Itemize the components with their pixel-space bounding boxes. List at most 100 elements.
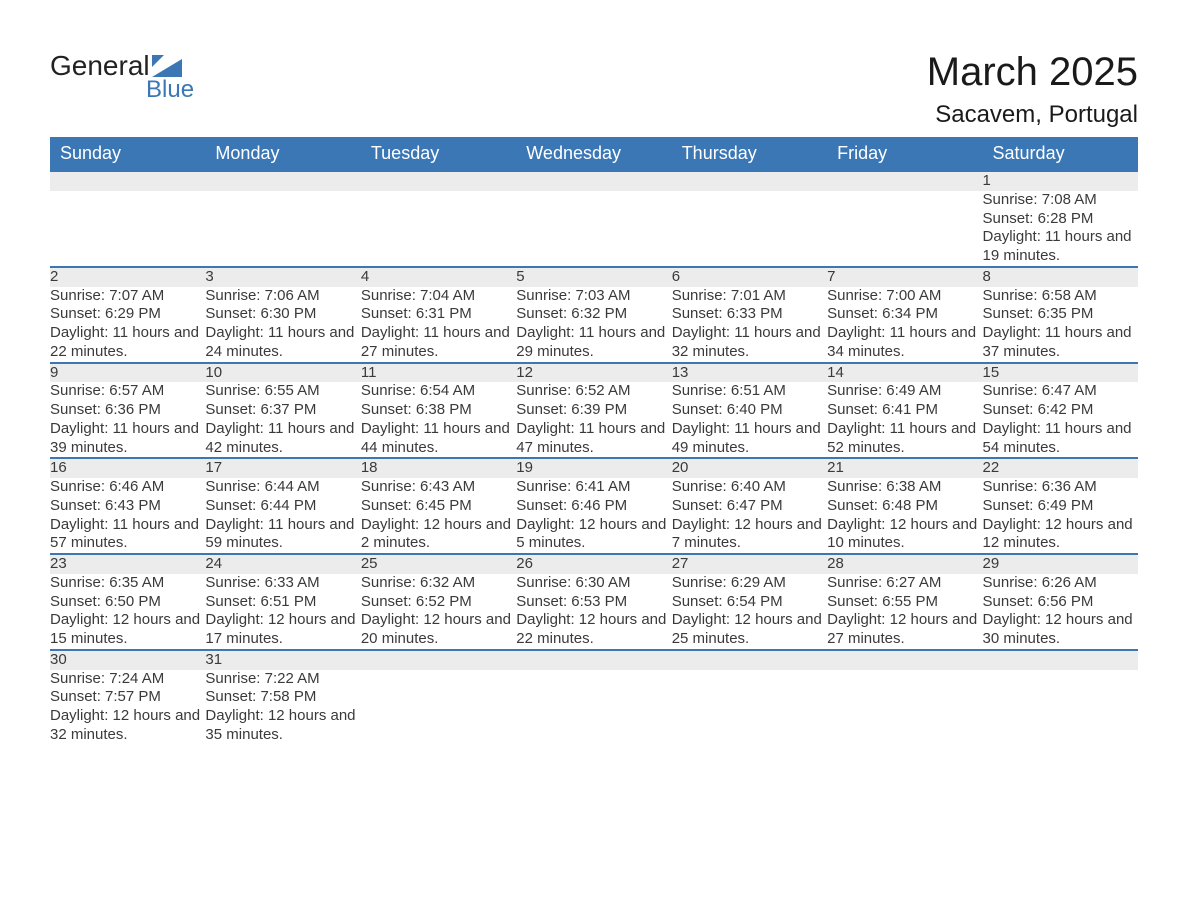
title-block: March 2025 Sacavem, Portugal: [927, 50, 1138, 129]
sunrise-text: Sunrise: 7:22 AM: [205, 670, 360, 689]
day-number-cell: [827, 171, 982, 191]
week-detail-row: Sunrise: 6:57 AMSunset: 6:36 PMDaylight:…: [50, 382, 1138, 458]
day-number-cell: 29: [983, 554, 1138, 574]
daylight-text: Daylight: 12 hours and 2 minutes.: [361, 516, 516, 554]
day-number-cell: 26: [516, 554, 671, 574]
sunset-text: Sunset: 6:55 PM: [827, 593, 982, 612]
week-detail-row: Sunrise: 6:46 AMSunset: 6:43 PMDaylight:…: [50, 478, 1138, 554]
daylight-text: Daylight: 12 hours and 17 minutes.: [205, 611, 360, 649]
daylight-text: Daylight: 12 hours and 20 minutes.: [361, 611, 516, 649]
day-number-cell: [672, 650, 827, 670]
weekday-header: Wednesday: [516, 137, 671, 171]
sunset-text: Sunset: 6:37 PM: [205, 401, 360, 420]
day-detail-cell: Sunrise: 6:43 AMSunset: 6:45 PMDaylight:…: [361, 478, 516, 554]
daylight-text: Daylight: 11 hours and 39 minutes.: [50, 420, 205, 458]
sunset-text: Sunset: 6:41 PM: [827, 401, 982, 420]
sunrise-text: Sunrise: 6:27 AM: [827, 574, 982, 593]
sunrise-text: Sunrise: 6:47 AM: [983, 382, 1138, 401]
sunset-text: Sunset: 6:42 PM: [983, 401, 1138, 420]
day-number-cell: 28: [827, 554, 982, 574]
sunrise-text: Sunrise: 7:08 AM: [983, 191, 1138, 210]
sunset-text: Sunset: 6:53 PM: [516, 593, 671, 612]
day-number-cell: 4: [361, 267, 516, 287]
daylight-text: Daylight: 12 hours and 32 minutes.: [50, 707, 205, 745]
week-daynum-row: 23242526272829: [50, 554, 1138, 574]
sunset-text: Sunset: 6:52 PM: [361, 593, 516, 612]
day-detail-cell: Sunrise: 7:03 AMSunset: 6:32 PMDaylight:…: [516, 287, 671, 363]
day-detail-cell: Sunrise: 6:54 AMSunset: 6:38 PMDaylight:…: [361, 382, 516, 458]
logo: General Blue: [50, 50, 194, 104]
day-detail-cell: Sunrise: 6:26 AMSunset: 6:56 PMDaylight:…: [983, 574, 1138, 650]
day-number-cell: [983, 650, 1138, 670]
day-number-cell: 19: [516, 458, 671, 478]
day-detail-cell: Sunrise: 6:58 AMSunset: 6:35 PMDaylight:…: [983, 287, 1138, 363]
day-detail-cell: Sunrise: 6:27 AMSunset: 6:55 PMDaylight:…: [827, 574, 982, 650]
daylight-text: Daylight: 11 hours and 47 minutes.: [516, 420, 671, 458]
week-detail-row: Sunrise: 7:08 AMSunset: 6:28 PMDaylight:…: [50, 191, 1138, 267]
week-daynum-row: 2345678: [50, 267, 1138, 287]
sunrise-text: Sunrise: 6:33 AM: [205, 574, 360, 593]
weekday-header: Monday: [205, 137, 360, 171]
day-detail-cell: Sunrise: 7:24 AMSunset: 7:57 PMDaylight:…: [50, 670, 205, 745]
day-detail-cell: [827, 191, 982, 267]
daylight-text: Daylight: 11 hours and 19 minutes.: [983, 228, 1138, 266]
day-number-cell: 18: [361, 458, 516, 478]
day-number-cell: 10: [205, 363, 360, 383]
week-detail-row: Sunrise: 6:35 AMSunset: 6:50 PMDaylight:…: [50, 574, 1138, 650]
day-detail-cell: Sunrise: 7:01 AMSunset: 6:33 PMDaylight:…: [672, 287, 827, 363]
sunset-text: Sunset: 6:29 PM: [50, 305, 205, 324]
day-detail-cell: Sunrise: 6:47 AMSunset: 6:42 PMDaylight:…: [983, 382, 1138, 458]
week-daynum-row: 9101112131415: [50, 363, 1138, 383]
sunset-text: Sunset: 6:28 PM: [983, 210, 1138, 229]
sunrise-text: Sunrise: 6:57 AM: [50, 382, 205, 401]
day-number-cell: 5: [516, 267, 671, 287]
daylight-text: Daylight: 11 hours and 37 minutes.: [983, 324, 1138, 362]
sunset-text: Sunset: 6:39 PM: [516, 401, 671, 420]
sunset-text: Sunset: 6:56 PM: [983, 593, 1138, 612]
daylight-text: Daylight: 11 hours and 49 minutes.: [672, 420, 827, 458]
sunrise-text: Sunrise: 7:01 AM: [672, 287, 827, 306]
day-number-cell: 16: [50, 458, 205, 478]
logo-text-general: General: [50, 50, 150, 82]
sunset-text: Sunset: 6:46 PM: [516, 497, 671, 516]
sunset-text: Sunset: 6:43 PM: [50, 497, 205, 516]
sunset-text: Sunset: 6:50 PM: [50, 593, 205, 612]
daylight-text: Daylight: 11 hours and 32 minutes.: [672, 324, 827, 362]
day-number-cell: 27: [672, 554, 827, 574]
sunset-text: Sunset: 6:54 PM: [672, 593, 827, 612]
sunrise-text: Sunrise: 6:29 AM: [672, 574, 827, 593]
sunset-text: Sunset: 6:45 PM: [361, 497, 516, 516]
daylight-text: Daylight: 12 hours and 5 minutes.: [516, 516, 671, 554]
day-number-cell: 31: [205, 650, 360, 670]
day-detail-cell: Sunrise: 6:29 AMSunset: 6:54 PMDaylight:…: [672, 574, 827, 650]
daylight-text: Daylight: 11 hours and 59 minutes.: [205, 516, 360, 554]
day-number-cell: 23: [50, 554, 205, 574]
day-number-cell: 7: [827, 267, 982, 287]
day-detail-cell: Sunrise: 6:44 AMSunset: 6:44 PMDaylight:…: [205, 478, 360, 554]
daylight-text: Daylight: 12 hours and 30 minutes.: [983, 611, 1138, 649]
daylight-text: Daylight: 12 hours and 25 minutes.: [672, 611, 827, 649]
daylight-text: Daylight: 11 hours and 27 minutes.: [361, 324, 516, 362]
day-number-cell: 12: [516, 363, 671, 383]
header: General Blue March 2025 Sacavem, Portuga…: [50, 50, 1138, 129]
sunrise-text: Sunrise: 6:55 AM: [205, 382, 360, 401]
day-number-cell: 3: [205, 267, 360, 287]
day-number-cell: 24: [205, 554, 360, 574]
sunrise-text: Sunrise: 6:44 AM: [205, 478, 360, 497]
sunset-text: Sunset: 7:58 PM: [205, 688, 360, 707]
sunrise-text: Sunrise: 6:46 AM: [50, 478, 205, 497]
day-detail-cell: Sunrise: 6:49 AMSunset: 6:41 PMDaylight:…: [827, 382, 982, 458]
day-detail-cell: [50, 191, 205, 267]
day-detail-cell: Sunrise: 6:33 AMSunset: 6:51 PMDaylight:…: [205, 574, 360, 650]
day-detail-cell: [516, 191, 671, 267]
day-number-cell: 2: [50, 267, 205, 287]
sunrise-text: Sunrise: 6:49 AM: [827, 382, 982, 401]
day-number-cell: 25: [361, 554, 516, 574]
sunrise-text: Sunrise: 6:41 AM: [516, 478, 671, 497]
week-daynum-row: 3031: [50, 650, 1138, 670]
day-detail-cell: Sunrise: 6:38 AMSunset: 6:48 PMDaylight:…: [827, 478, 982, 554]
day-detail-cell: [672, 670, 827, 745]
sunset-text: Sunset: 7:57 PM: [50, 688, 205, 707]
sunrise-text: Sunrise: 6:36 AM: [983, 478, 1138, 497]
day-detail-cell: Sunrise: 6:55 AMSunset: 6:37 PMDaylight:…: [205, 382, 360, 458]
